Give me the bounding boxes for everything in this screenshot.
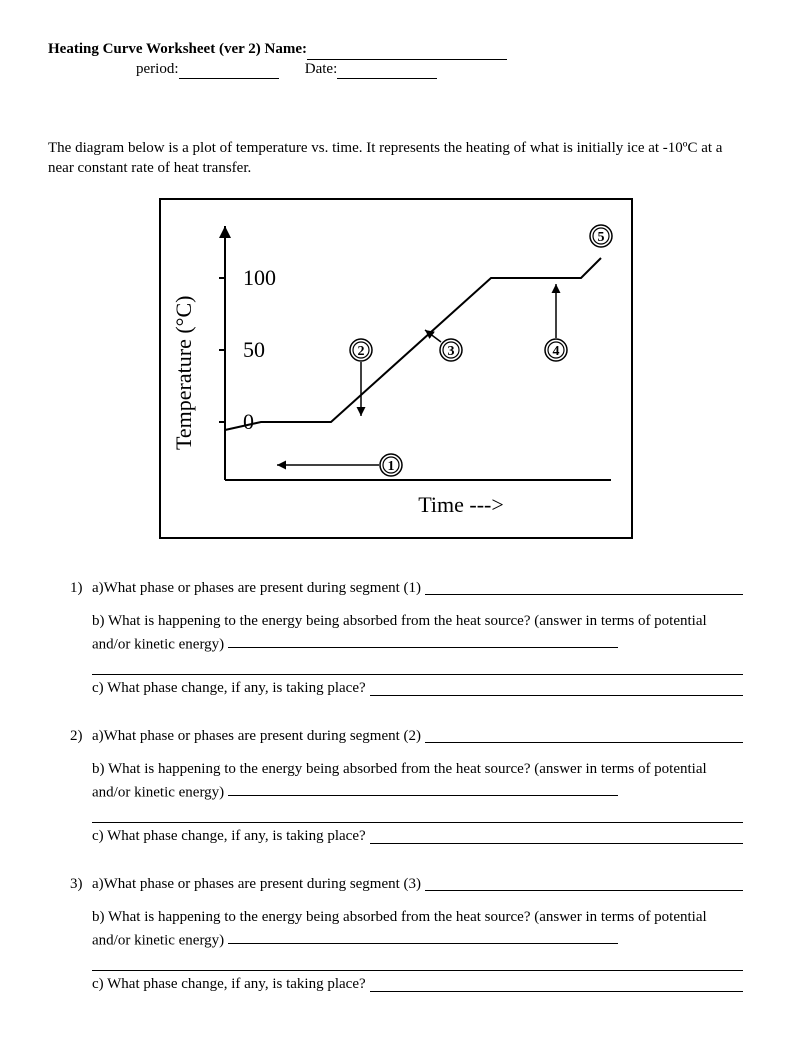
header-line-2: period: Date: [48,60,743,80]
svg-text:Time --->: Time ---> [418,492,504,517]
heating-curve-chart: 0 50 100 Temperature (°C) Time ---> 1 2 3 4 5 [159,198,633,539]
svg-text:Temperature (°C): Temperature (°C) [171,296,196,450]
question-c: c) What phase change, if any, is taking … [70,975,743,995]
question-b: b) What is happening to the energy being… [70,908,743,951]
svg-text:0: 0 [243,409,254,434]
question-b: b) What is happening to the energy being… [70,760,743,803]
worksheet-header: Heating Curve Worksheet (ver 2) Name: pe… [48,40,743,79]
question-c: c) What phase change, if any, is taking … [70,679,743,699]
answer-blank[interactable] [228,780,618,797]
intro-text: The diagram below is a plot of temperatu… [48,139,743,178]
name-blank[interactable] [307,43,507,60]
question-c-text: c) What phase change, if any, is taking … [92,827,366,847]
svg-text:100: 100 [243,265,276,290]
answer-blank[interactable] [370,975,743,992]
answer-blank-line[interactable] [92,659,743,676]
answer-blank[interactable] [370,679,743,696]
header-line-1: Heating Curve Worksheet (ver 2) Name: [48,40,743,60]
answer-blank[interactable] [228,632,618,649]
question-b: b) What is happening to the energy being… [70,612,743,655]
answer-blank[interactable] [370,827,743,844]
question-number: 2) [70,727,92,747]
question-a-text: a)What phase or phases are present durin… [92,579,421,599]
svg-text:50: 50 [243,337,265,362]
title-text: Heating Curve Worksheet (ver 2) Name [48,41,302,57]
question-number: 1) [70,579,92,599]
chart-svg: 0 50 100 Temperature (°C) Time ---> 1 2 3 4 5 [161,200,631,530]
answer-blank-line[interactable] [92,807,743,824]
period-blank[interactable] [179,63,279,80]
date-blank[interactable] [337,63,437,80]
svg-text:2: 2 [357,344,364,359]
date-label: Date [305,61,333,77]
question-number: 3) [70,875,92,895]
question-c: c) What phase change, if any, is taking … [70,827,743,847]
question-c-text: c) What phase change, if any, is taking … [92,679,366,699]
svg-text:3: 3 [447,344,454,359]
question-block: 3)a)What phase or phases are present dur… [70,875,743,995]
answer-blank-line[interactable] [92,955,743,972]
question-a: 3)a)What phase or phases are present dur… [70,875,743,895]
question-block: 2)a)What phase or phases are present dur… [70,727,743,847]
question-a: 1)a)What phase or phases are present dur… [70,579,743,599]
answer-blank[interactable] [228,928,618,945]
answer-blank[interactable] [425,727,743,744]
answer-blank[interactable] [425,875,743,892]
question-a: 2)a)What phase or phases are present dur… [70,727,743,747]
question-a-text: a)What phase or phases are present durin… [92,727,421,747]
question-a-text: a)What phase or phases are present durin… [92,875,421,895]
svg-text:5: 5 [597,230,604,245]
svg-text:1: 1 [387,459,394,474]
questions-list: 1)a)What phase or phases are present dur… [48,579,743,995]
question-c-text: c) What phase change, if any, is taking … [92,975,366,995]
period-label: period [136,61,174,77]
svg-text:4: 4 [552,344,559,359]
answer-blank[interactable] [425,579,743,596]
figure-container: 0 50 100 Temperature (°C) Time ---> 1 2 3 4 5 [48,198,743,539]
question-block: 1)a)What phase or phases are present dur… [70,579,743,699]
